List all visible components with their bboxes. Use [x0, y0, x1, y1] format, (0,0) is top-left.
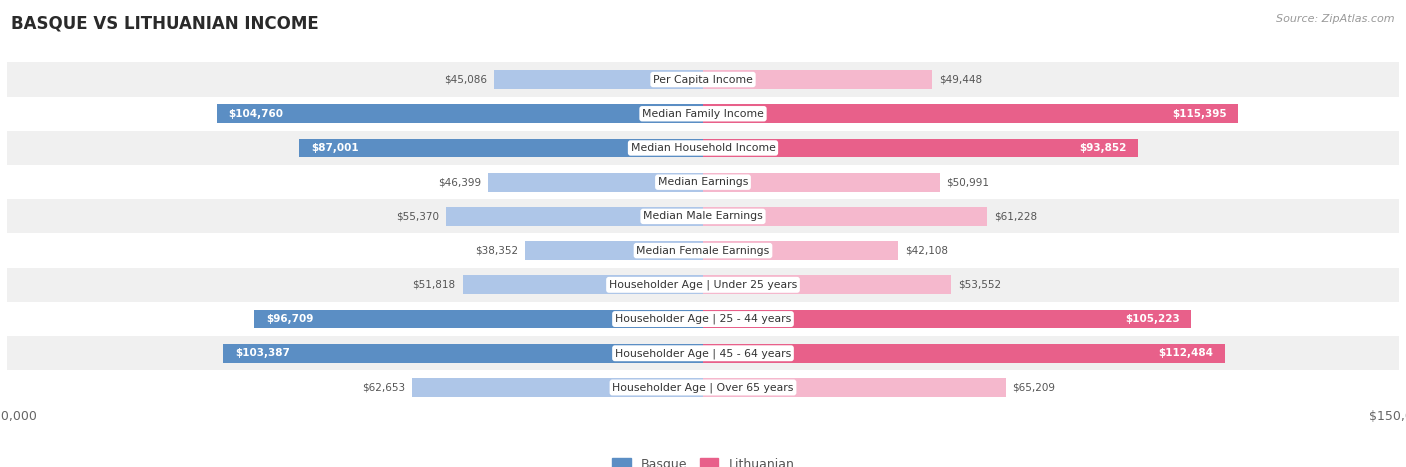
- Bar: [446, 207, 703, 226]
- Text: $96,709: $96,709: [266, 314, 314, 324]
- Bar: [703, 310, 1191, 328]
- Bar: [254, 310, 703, 328]
- Text: $115,395: $115,395: [1173, 109, 1227, 119]
- Bar: [7, 370, 1399, 404]
- Text: Per Capita Income: Per Capita Income: [652, 75, 754, 85]
- Text: $55,370: $55,370: [396, 212, 439, 221]
- Bar: [703, 241, 898, 260]
- Bar: [703, 104, 1239, 123]
- Text: Householder Age | Over 65 years: Householder Age | Over 65 years: [612, 382, 794, 393]
- Text: Householder Age | 45 - 64 years: Householder Age | 45 - 64 years: [614, 348, 792, 359]
- Text: $50,991: $50,991: [946, 177, 990, 187]
- Text: $93,852: $93,852: [1080, 143, 1126, 153]
- Text: $49,448: $49,448: [939, 75, 983, 85]
- Text: Householder Age | Under 25 years: Householder Age | Under 25 years: [609, 280, 797, 290]
- Legend: Basque, Lithuanian: Basque, Lithuanian: [607, 453, 799, 467]
- Bar: [703, 378, 1005, 397]
- Bar: [524, 241, 703, 260]
- Bar: [703, 70, 932, 89]
- Bar: [494, 70, 703, 89]
- Bar: [7, 302, 1399, 336]
- Text: $62,653: $62,653: [363, 382, 405, 392]
- Text: $46,399: $46,399: [437, 177, 481, 187]
- Bar: [7, 97, 1399, 131]
- Text: $87,001: $87,001: [311, 143, 359, 153]
- Text: Householder Age | 25 - 44 years: Householder Age | 25 - 44 years: [614, 314, 792, 324]
- Bar: [703, 276, 952, 294]
- Bar: [463, 276, 703, 294]
- Text: $65,209: $65,209: [1012, 382, 1056, 392]
- Bar: [703, 344, 1225, 363]
- Text: $103,387: $103,387: [235, 348, 290, 358]
- Bar: [412, 378, 703, 397]
- Text: $45,086: $45,086: [444, 75, 486, 85]
- Text: $105,223: $105,223: [1125, 314, 1180, 324]
- Bar: [703, 139, 1139, 157]
- Text: $42,108: $42,108: [905, 246, 948, 255]
- Bar: [7, 234, 1399, 268]
- Text: $53,552: $53,552: [959, 280, 1001, 290]
- Bar: [7, 336, 1399, 370]
- Text: BASQUE VS LITHUANIAN INCOME: BASQUE VS LITHUANIAN INCOME: [11, 14, 319, 32]
- Text: $112,484: $112,484: [1159, 348, 1213, 358]
- Text: Median Earnings: Median Earnings: [658, 177, 748, 187]
- Bar: [488, 173, 703, 191]
- Bar: [217, 104, 703, 123]
- Bar: [703, 207, 987, 226]
- Text: Median Female Earnings: Median Female Earnings: [637, 246, 769, 255]
- Text: $38,352: $38,352: [475, 246, 517, 255]
- Text: Median Male Earnings: Median Male Earnings: [643, 212, 763, 221]
- Text: Median Household Income: Median Household Income: [630, 143, 776, 153]
- Bar: [7, 199, 1399, 234]
- Text: $104,760: $104,760: [229, 109, 284, 119]
- Bar: [703, 173, 939, 191]
- Bar: [299, 139, 703, 157]
- Bar: [7, 268, 1399, 302]
- Bar: [7, 131, 1399, 165]
- Text: $61,228: $61,228: [994, 212, 1038, 221]
- Bar: [224, 344, 703, 363]
- Text: Source: ZipAtlas.com: Source: ZipAtlas.com: [1277, 14, 1395, 24]
- Bar: [7, 165, 1399, 199]
- Text: Median Family Income: Median Family Income: [643, 109, 763, 119]
- Text: $51,818: $51,818: [412, 280, 456, 290]
- Bar: [7, 63, 1399, 97]
